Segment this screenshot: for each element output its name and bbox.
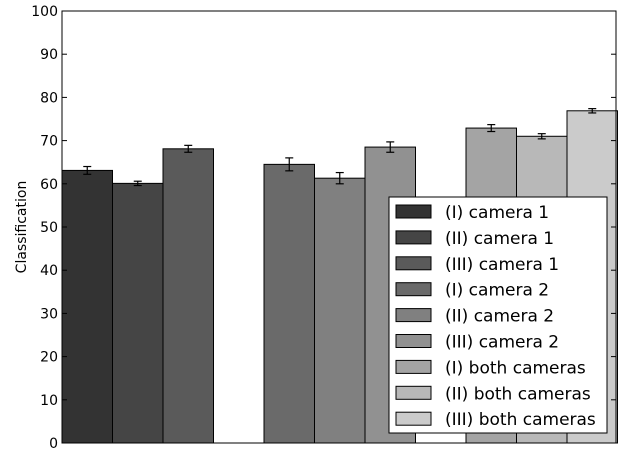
- legend-label: (II) camera 2: [445, 307, 554, 327]
- legend-item: (I) both cameras: [395, 358, 586, 378]
- legend-item: (I) camera 2: [395, 281, 549, 301]
- y-tick-label: 80: [40, 90, 58, 106]
- legend-item: (I) camera 1: [395, 203, 549, 223]
- legend-label: (III) camera 2: [445, 333, 559, 353]
- bar-5: [314, 177, 366, 444]
- y-tick-label: 100: [31, 4, 58, 20]
- legend-item: (III) camera 1: [395, 255, 559, 275]
- legend-swatch: [395, 411, 432, 426]
- bar-1: [61, 169, 113, 444]
- legend-swatch: [395, 385, 432, 400]
- y-tick-label: 90: [40, 47, 58, 63]
- bar-2: [112, 182, 164, 444]
- legend-label: (I) both cameras: [445, 358, 586, 378]
- legend-swatch: [395, 230, 432, 245]
- error-bar-8: [537, 133, 546, 140]
- legend-label: (II) both cameras: [445, 384, 591, 404]
- legend-swatch: [395, 334, 432, 348]
- error-bars-layer: [83, 108, 597, 187]
- error-bar-9: [588, 108, 597, 114]
- legend-item: (III) both cameras: [395, 410, 596, 430]
- error-bar-4: [285, 157, 294, 172]
- legend-label: (I) camera 1: [445, 203, 549, 223]
- y-tick-label: 70: [40, 134, 58, 150]
- error-bar-2: [133, 180, 142, 187]
- y-tick-label: 0: [49, 436, 58, 449]
- legend-item: (III) camera 2: [395, 333, 559, 353]
- error-bar-7: [487, 124, 496, 133]
- legend-label: (III) camera 1: [445, 255, 559, 275]
- legend: (I) camera 1 (II) camera 1 (III) camera 1 (…: [388, 196, 608, 434]
- y-tick-label: 20: [40, 350, 58, 366]
- y-tick-label: 60: [40, 177, 58, 193]
- y-tick-label: 40: [40, 263, 58, 279]
- y-tick-label: 10: [40, 393, 58, 409]
- y-tick-label: 50: [40, 220, 58, 236]
- legend-swatch: [395, 308, 432, 323]
- legend-swatch: [395, 282, 432, 297]
- y-axis: 0 10 20 30 40 50 60 70 80 90 100: [31, 4, 616, 449]
- legend-label: (I) camera 2: [445, 281, 549, 301]
- error-bar-5: [335, 171, 344, 185]
- legend-item: (II) camera 2: [395, 307, 554, 327]
- error-bar-3: [184, 144, 193, 153]
- legend-item: (II) both cameras: [395, 384, 591, 404]
- legend-swatch: [395, 359, 432, 374]
- legend-item: (II) camera 1: [395, 229, 554, 249]
- legend-swatch: [395, 204, 432, 219]
- y-axis-label: Classification: [14, 181, 30, 274]
- bar-4: [263, 163, 315, 444]
- bar-3: [162, 148, 214, 444]
- legend-label: (III) both cameras: [445, 410, 596, 430]
- error-bar-1: [83, 165, 92, 175]
- legend-label: (II) camera 1: [445, 229, 554, 249]
- error-bar-6: [386, 141, 395, 153]
- y-tick-label: 30: [40, 306, 58, 322]
- legend-swatch: [395, 256, 432, 271]
